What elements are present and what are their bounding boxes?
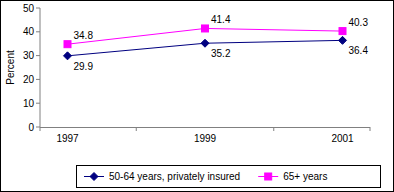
y-axis <box>40 8 41 127</box>
marker <box>339 28 346 35</box>
x-tick <box>136 127 137 131</box>
legend-label: 50-64 years, privately insured <box>109 171 240 182</box>
y-tick-label: 0 <box>28 122 34 133</box>
y-tick-label: 10 <box>23 98 35 109</box>
x-axis <box>40 127 370 128</box>
x-tick <box>40 127 41 131</box>
data-label: 36.4 <box>349 45 369 56</box>
legend-marker <box>90 173 98 181</box>
x-tick-label: 1999 <box>194 133 217 144</box>
x-tick <box>273 127 274 131</box>
y-tick <box>36 31 40 32</box>
chart-container: 0 10 20 30 40 50 1997 1999 2001 Percent 29.9 35.2 36… <box>0 0 394 192</box>
x-tick-label: 2001 <box>331 133 354 144</box>
data-label: 41.4 <box>211 14 231 25</box>
legend-label: 65+ years <box>283 171 327 182</box>
data-label: 40.3 <box>349 17 369 28</box>
x-tick-label: 1997 <box>56 133 79 144</box>
marker <box>339 36 347 44</box>
marker <box>64 41 71 48</box>
y-tick-label: 20 <box>23 74 35 85</box>
data-label: 35.2 <box>211 48 231 59</box>
marker <box>202 25 209 32</box>
data-label: 29.9 <box>74 61 94 72</box>
y-tick <box>36 79 40 80</box>
y-tick <box>36 55 40 56</box>
x-tick <box>370 127 371 131</box>
legend: 50-64 years, privately insured 65+ years <box>77 166 381 188</box>
legend-box <box>77 166 381 188</box>
y-axis-title: Percent <box>5 50 16 85</box>
data-label: 34.8 <box>74 30 94 41</box>
marker <box>64 52 72 60</box>
data-labels: 29.9 35.2 36.4 34.8 41.4 40.3 <box>74 14 369 71</box>
y-tick <box>36 103 40 104</box>
chart-border <box>1 1 394 192</box>
y-tick <box>36 127 40 128</box>
marker <box>201 39 209 47</box>
plot-area <box>64 25 347 60</box>
y-tick-label: 30 <box>23 50 35 61</box>
y-tick <box>36 8 40 9</box>
legend-marker <box>265 173 272 180</box>
y-tick-label: 50 <box>23 3 35 14</box>
y-tick-label: 40 <box>23 26 35 37</box>
chart-svg: 0 10 20 30 40 50 1997 1999 2001 Percent 29.9 35.2 36… <box>0 0 394 192</box>
